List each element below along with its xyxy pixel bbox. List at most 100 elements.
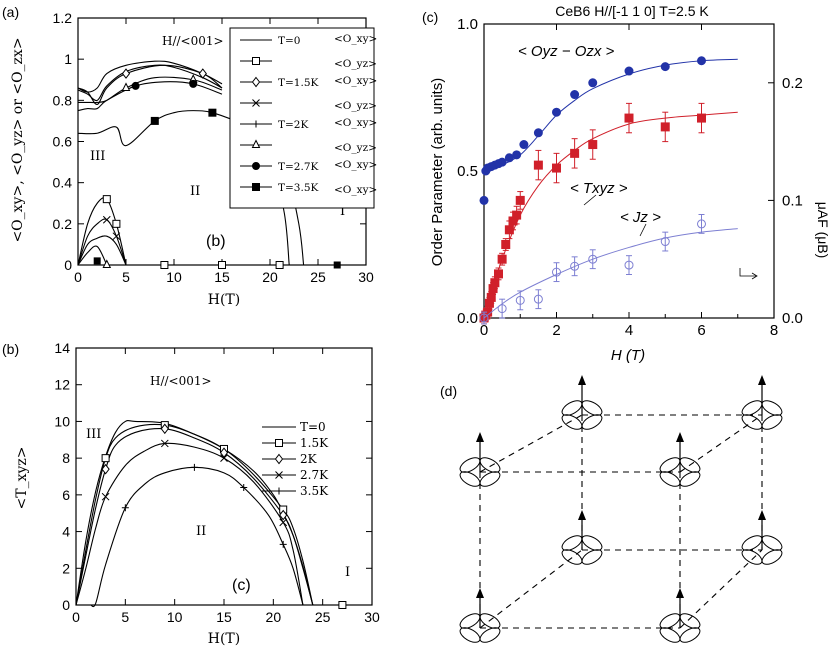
data-point xyxy=(102,195,111,204)
data-point xyxy=(519,140,529,150)
legend-marker xyxy=(252,120,260,128)
series-label-oyz-ozx: < Oyz − Ozx > xyxy=(518,43,615,60)
legend-quantity: <O_yz> xyxy=(334,100,377,112)
data-point xyxy=(570,148,580,158)
data-point xyxy=(240,484,248,492)
data-point xyxy=(497,304,507,314)
chart-b-inner-label: (c) xyxy=(232,577,251,594)
data-point xyxy=(588,140,598,150)
chart-a-xlabel: H(T) xyxy=(208,292,240,308)
panel-label-a: (a) xyxy=(2,4,19,20)
legend-quantity: <O_xy> xyxy=(334,33,377,45)
legend-quantity: <O_xy> xyxy=(334,159,377,171)
chart-c-title: CeB6 H//[-1 1 0] T=2.5 K xyxy=(555,3,709,19)
y-tick-label: 0.4 xyxy=(53,175,73,191)
y-tick-label: 4 xyxy=(62,524,70,540)
data-point xyxy=(494,269,503,279)
y-tick-label: 0.2 xyxy=(53,216,73,232)
legend-marker xyxy=(252,162,260,170)
y2-tick-label: 0.2 xyxy=(782,75,803,92)
legend-label: T=0 xyxy=(278,35,300,47)
data-point xyxy=(588,254,598,264)
data-point xyxy=(220,454,228,462)
data-point xyxy=(279,518,288,527)
data-point xyxy=(570,261,580,271)
data-point xyxy=(160,423,169,435)
x-tick-label: 5 xyxy=(121,609,129,625)
data-point xyxy=(101,463,110,475)
legend-label: 2K xyxy=(300,452,318,466)
data-point xyxy=(131,81,140,90)
data-point xyxy=(624,66,634,76)
chart-a-ylabel: <O_xy>, <O_yz> or <O_zx> xyxy=(10,37,26,242)
chart-b-markers xyxy=(101,421,347,609)
data-point xyxy=(198,68,207,79)
chart-a-markers xyxy=(93,68,341,269)
lattice-diagram xyxy=(457,375,785,646)
chart-c-series xyxy=(479,56,738,325)
data-point xyxy=(479,313,489,323)
chart-c-ticks: 0 2 4 6 80.00.51.00.00.10.2 xyxy=(457,16,803,339)
fit-curve xyxy=(483,228,738,319)
chart-b-phase-III: III xyxy=(86,427,101,442)
series-line xyxy=(77,218,127,266)
data-point xyxy=(501,240,511,249)
y2-tick-label: 0.0 xyxy=(782,310,803,327)
legend-quantity: <O_xy> xyxy=(334,75,377,87)
data-point xyxy=(624,113,634,123)
chart-a-inner-label: (b) xyxy=(206,233,226,250)
chart-a-phase-I: I xyxy=(340,204,345,219)
y-tick-label: 12 xyxy=(54,377,70,393)
data-point xyxy=(533,294,543,304)
legend-marker xyxy=(252,99,260,107)
legend-marker xyxy=(274,453,284,465)
y2-tick-label: 0.1 xyxy=(782,192,803,209)
x-tick-label: 0 xyxy=(74,269,82,285)
y-tick-label: 8 xyxy=(62,450,70,466)
panel-label-b: (b) xyxy=(2,341,19,357)
y-tick-label: 6 xyxy=(62,487,70,503)
legend-label: 1.5K xyxy=(300,436,329,450)
series-line xyxy=(75,428,314,606)
data-point xyxy=(624,260,634,270)
data-point xyxy=(190,463,198,471)
legend-marker xyxy=(252,57,260,65)
panel-label-c: (c) xyxy=(422,9,438,25)
y-tick-label: 0.5 xyxy=(457,163,478,180)
x-tick-label: 5 xyxy=(122,269,130,285)
legend-marker xyxy=(275,471,283,479)
arrowhead-icon xyxy=(476,588,484,598)
data-point xyxy=(102,215,111,224)
data-point xyxy=(279,509,288,521)
x-tick-label: 0 xyxy=(72,609,80,625)
chart-b: 0 5 10 15 20 25 30 0 2 4 6 8 10 12 14 <T_xyz> H(T) H//… xyxy=(14,340,380,647)
baseline-marker xyxy=(218,261,226,269)
legend-label: 3.5K xyxy=(300,484,329,498)
data-point xyxy=(533,160,543,170)
data-point xyxy=(697,219,706,229)
series-line xyxy=(77,235,127,266)
chart-b-phase-I: I xyxy=(345,565,350,580)
data-point xyxy=(112,219,121,228)
legend-label: T=2K xyxy=(278,119,308,131)
arrowhead-icon xyxy=(578,375,586,385)
y-tick-label: 0 xyxy=(64,257,72,273)
x-tick-label: 30 xyxy=(364,609,380,625)
series-line xyxy=(75,424,314,606)
jz-pointer-2 xyxy=(639,223,647,237)
data-point xyxy=(588,78,598,88)
y-tick-label: 0.0 xyxy=(457,310,478,327)
legend-label: T=0 xyxy=(300,420,326,434)
y-tick-label: 1 xyxy=(64,51,72,67)
y-tick-label: 14 xyxy=(54,340,70,356)
baseline-marker xyxy=(338,601,347,609)
data-point xyxy=(497,157,507,167)
x-tick-label: 10 xyxy=(167,609,183,625)
arrowhead-icon xyxy=(758,510,766,520)
chart-a: 0 5 10 15 20 25 30 0 0.2 0.4 0.6 0.8 1 1.2 <O_xy>, <O… xyxy=(10,10,377,308)
data-point xyxy=(101,492,110,501)
legend-label: 2.7K xyxy=(300,468,329,482)
data-point xyxy=(486,292,496,302)
baseline-marker xyxy=(333,261,341,269)
